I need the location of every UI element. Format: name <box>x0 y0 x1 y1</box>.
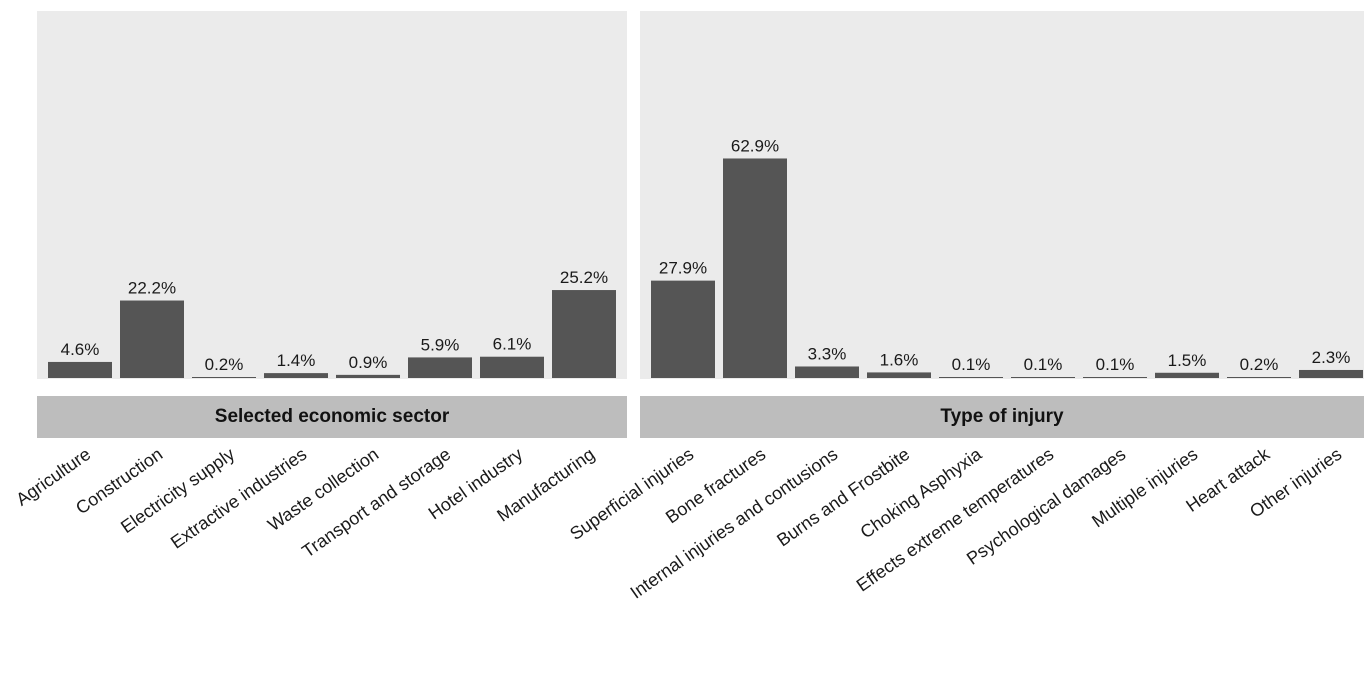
bar-waste-collection <box>336 374 400 378</box>
value-label-electricity-supply: 0.2% <box>205 355 244 374</box>
x-tick-label-choking-asphyxia: Choking Asphyxia <box>857 443 986 542</box>
value-label-bone-fractures: 62.9% <box>731 136 779 155</box>
value-label-heart-attack: 0.2% <box>1240 355 1279 374</box>
value-label-psychological-damages: 0.1% <box>1096 355 1135 374</box>
value-label-transport-and-storage: 5.9% <box>421 335 460 354</box>
bar-hotel-industry <box>480 356 544 378</box>
value-label-internal-injuries-and-contusions: 3.3% <box>808 344 847 363</box>
bar-agriculture <box>48 361 112 378</box>
bar-multiple-injuries <box>1155 372 1219 378</box>
bar-effects-extreme-temperatures <box>1011 377 1075 378</box>
bar-superficial-injuries <box>651 280 715 378</box>
bar-choking-asphyxia <box>939 377 1003 378</box>
bar-other-injuries <box>1299 369 1363 378</box>
facet-title-economic-sector: Selected economic sector <box>214 406 450 427</box>
value-label-construction: 22.2% <box>128 279 176 298</box>
value-label-effects-extreme-temperatures: 0.1% <box>1024 355 1063 374</box>
value-label-manufacturing: 25.2% <box>560 268 608 287</box>
bar-bone-fractures <box>723 158 787 378</box>
value-label-hotel-industry: 6.1% <box>493 335 532 354</box>
x-tick-label-extractive-industries: Extractive industries <box>167 444 310 553</box>
value-label-other-injuries: 2.3% <box>1312 348 1351 367</box>
facet-strip-economic-sector: Selected economic sector <box>37 396 627 438</box>
value-label-burns-and-frostbite: 1.6% <box>880 350 919 369</box>
value-label-agriculture: 4.6% <box>61 340 100 359</box>
value-label-waste-collection: 0.9% <box>349 353 388 372</box>
value-label-superficial-injuries: 27.9% <box>659 259 707 278</box>
bar-extractive-industries <box>264 373 328 378</box>
bar-psychological-damages <box>1083 377 1147 378</box>
bar-construction <box>120 300 184 378</box>
bar-internal-injuries-and-contusions <box>795 366 859 378</box>
facet-title-type-of-injury: Type of injury <box>940 406 1064 427</box>
bar-transport-and-storage <box>408 357 472 378</box>
bar-manufacturing <box>552 290 616 378</box>
facet-strip-type-of-injury: Type of injury <box>640 396 1364 438</box>
value-label-multiple-injuries: 1.5% <box>1168 351 1207 370</box>
bar-electricity-supply <box>192 377 256 378</box>
x-tick-label-burns-and-frostbite: Burns and Frostbite <box>773 444 913 550</box>
value-label-choking-asphyxia: 0.1% <box>952 355 991 374</box>
bar-heart-attack <box>1227 377 1291 378</box>
bar-burns-and-frostbite <box>867 372 931 378</box>
value-label-extractive-industries: 1.4% <box>277 351 316 370</box>
